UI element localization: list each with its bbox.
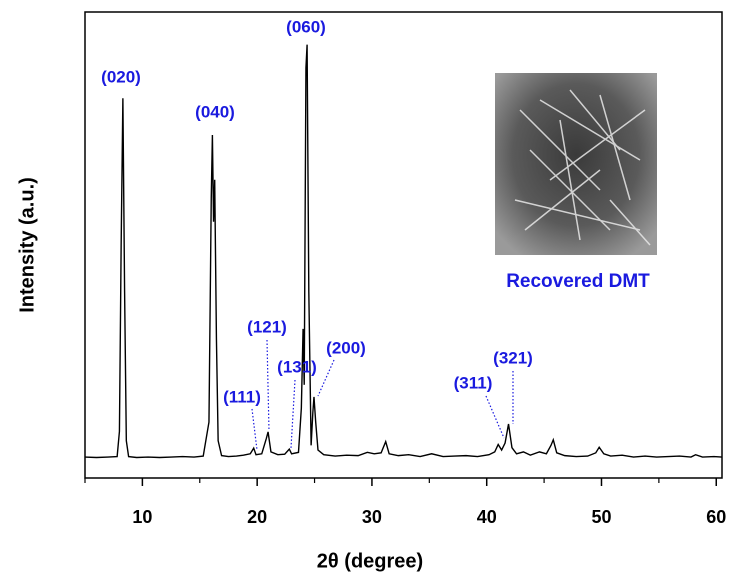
peak-label: (111) [223, 387, 261, 406]
x-tick-label: 30 [362, 507, 382, 527]
x-tick-label: 10 [132, 507, 152, 527]
leader-line [317, 359, 335, 397]
leader-line [485, 395, 505, 439]
leader-line [290, 379, 296, 449]
peak-label: (040) [195, 102, 235, 121]
x-tick-label: 50 [591, 507, 611, 527]
inset-label: Recovered DMT [506, 271, 650, 292]
x-tick-label: 60 [706, 507, 726, 527]
plot-frame [84, 11, 723, 479]
peak-label: (060) [286, 17, 326, 36]
peak-label: (131) [277, 357, 317, 376]
x-axis-label: 2θ (degree) [317, 550, 423, 572]
peak-label: (121) [247, 317, 287, 336]
leader-line [266, 339, 270, 432]
peak-label: (020) [101, 67, 141, 86]
inset-photo [495, 73, 657, 255]
x-tick-label: 20 [247, 507, 267, 527]
peak-label: (200) [326, 338, 366, 357]
peak-label: (321) [493, 348, 533, 367]
leader-line [251, 408, 258, 451]
x-tick-label: 40 [477, 507, 497, 527]
xrd-line [84, 44, 723, 459]
peak-label: (311) [454, 373, 493, 392]
y-axis-label: Intensity (a.u.) [16, 177, 38, 313]
